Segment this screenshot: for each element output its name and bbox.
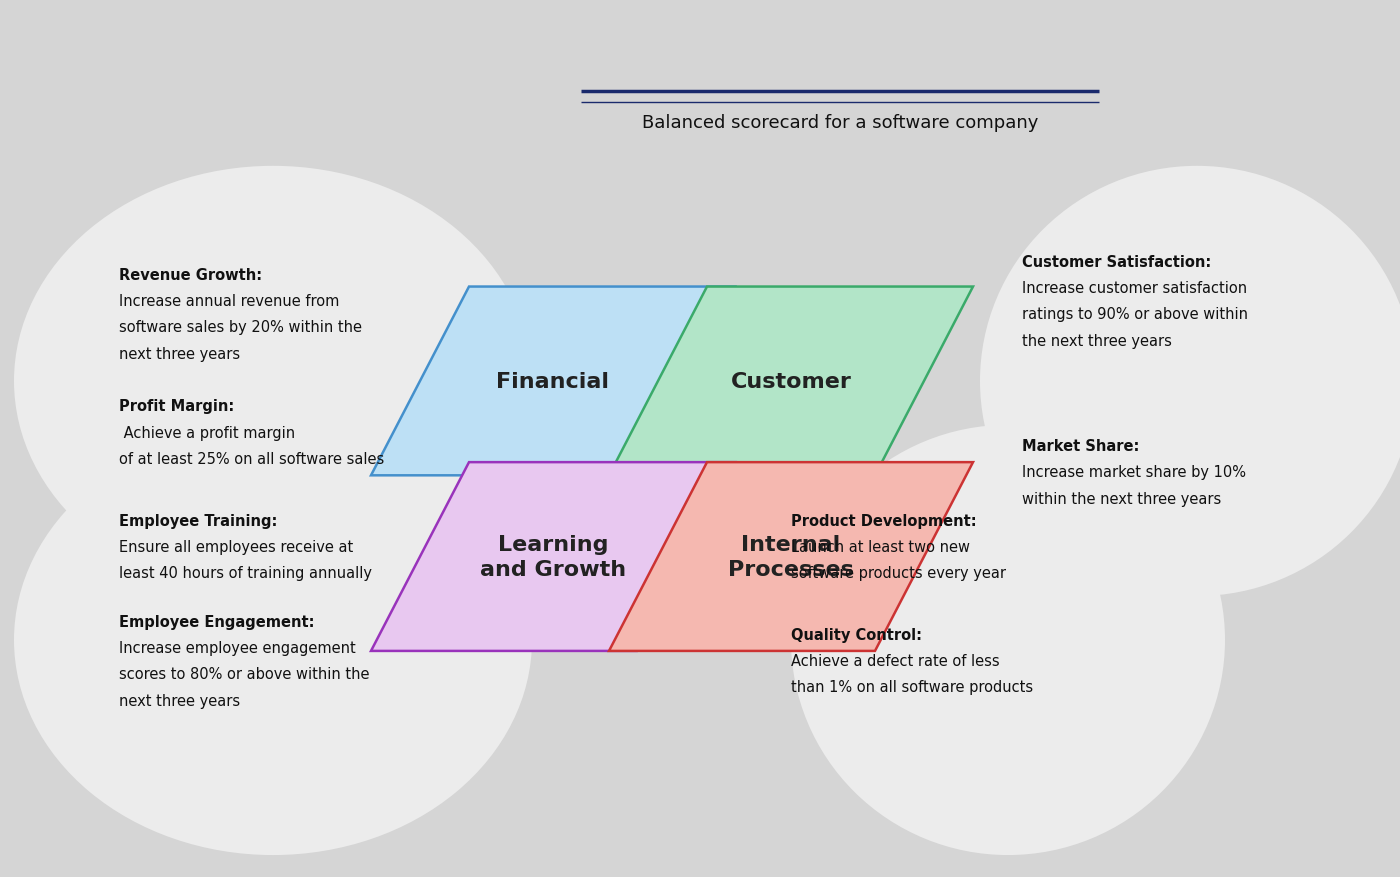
- Text: of at least 25% on all software sales: of at least 25% on all software sales: [119, 452, 384, 467]
- Ellipse shape: [14, 425, 532, 855]
- Text: Achieve a defect rate of less: Achieve a defect rate of less: [791, 653, 1000, 668]
- Text: Profit Margin:: Profit Margin:: [119, 399, 234, 414]
- Text: within the next three years: within the next three years: [1022, 491, 1221, 506]
- Ellipse shape: [14, 167, 532, 596]
- Polygon shape: [609, 288, 973, 475]
- Text: Financial: Financial: [497, 372, 609, 391]
- Polygon shape: [609, 463, 973, 651]
- Text: Employee Engagement:: Employee Engagement:: [119, 614, 315, 629]
- Text: software sales by 20% within the: software sales by 20% within the: [119, 320, 363, 335]
- Text: Balanced scorecard for a software company: Balanced scorecard for a software compan…: [641, 114, 1039, 132]
- Text: Launch at least two new: Launch at least two new: [791, 539, 970, 554]
- Polygon shape: [371, 463, 735, 651]
- Text: Product Development:: Product Development:: [791, 513, 977, 528]
- Text: Increase annual revenue from: Increase annual revenue from: [119, 294, 339, 309]
- Text: software products every year: software products every year: [791, 566, 1007, 581]
- Text: Customer Satisfaction:: Customer Satisfaction:: [1022, 254, 1211, 269]
- Text: Employee Training:: Employee Training:: [119, 513, 277, 528]
- Text: ratings to 90% or above within: ratings to 90% or above within: [1022, 307, 1247, 322]
- Text: next three years: next three years: [119, 693, 241, 708]
- Polygon shape: [371, 288, 735, 475]
- Ellipse shape: [980, 167, 1400, 596]
- Text: Increase customer satisfaction: Increase customer satisfaction: [1022, 281, 1247, 296]
- Text: Revenue Growth:: Revenue Growth:: [119, 267, 262, 282]
- Text: scores to 80% or above within the: scores to 80% or above within the: [119, 667, 370, 681]
- Text: Ensure all employees receive at: Ensure all employees receive at: [119, 539, 353, 554]
- Text: Learning
and Growth: Learning and Growth: [480, 534, 626, 580]
- Text: the next three years: the next three years: [1022, 333, 1172, 348]
- Text: Achieve a profit margin: Achieve a profit margin: [119, 425, 295, 440]
- Text: least 40 hours of training annually: least 40 hours of training annually: [119, 566, 372, 581]
- Text: Increase market share by 10%: Increase market share by 10%: [1022, 465, 1246, 480]
- Text: than 1% on all software products: than 1% on all software products: [791, 680, 1033, 695]
- Text: Internal
Processes: Internal Processes: [728, 534, 854, 580]
- Text: Increase employee engagement: Increase employee engagement: [119, 640, 356, 655]
- Text: Quality Control:: Quality Control:: [791, 627, 923, 642]
- Text: Market Share:: Market Share:: [1022, 438, 1140, 453]
- Text: next three years: next three years: [119, 346, 241, 361]
- Text: Customer: Customer: [731, 372, 851, 391]
- Ellipse shape: [791, 425, 1225, 855]
